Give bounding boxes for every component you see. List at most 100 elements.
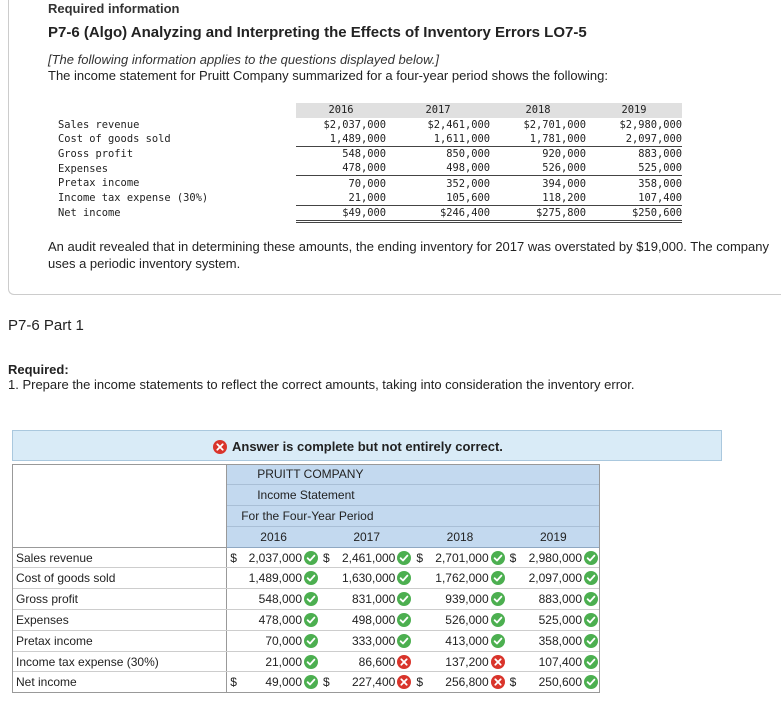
table-row: Cost of goods sold 1,489,000 1,611,000 1… [58,132,682,148]
row-label: Income tax expense (30%) [58,191,209,204]
answer-value: 107,400 [538,654,582,669]
check-circle-icon [304,571,319,586]
row-label: Income tax expense (30%) [12,651,228,673]
year-header-row: 2016 2017 2018 2019 [58,103,682,118]
table-row: Expenses 478,000 498,000 526,000 525,000 [58,161,682,177]
answer-cell[interactable]: $227,400 [320,671,414,694]
answer-cell[interactable]: 413,000 [413,630,507,652]
part-title: P7-6 Part 1 [8,317,84,334]
answer-cell[interactable]: $256,800 [413,671,507,694]
answer-cell[interactable]: 883,000 [506,588,600,611]
answer-value: 413,000 [445,633,489,648]
check-circle-icon [584,675,598,690]
row-label: Cost of goods sold [58,133,171,146]
check-circle-icon [490,550,505,565]
x-circle-icon [397,654,412,669]
answer-cell[interactable]: 137,200 [413,651,507,673]
dollar-sign: $ [230,675,237,690]
answer-cell[interactable]: 1,630,000 [320,567,414,590]
row-label: Cost of goods sold [12,567,228,590]
answer-cell[interactable]: 525,000 [506,609,600,631]
answer-cell[interactable]: 86,600 [320,651,414,673]
row-label: Expenses [12,609,228,631]
cell-value: 1,489,000 [296,132,386,148]
answer-value: 939,000 [445,592,489,607]
original-income-statement: 2016 2017 2018 2019 Sales revenue $2,037… [58,103,682,223]
year-header: 2018 [490,103,586,118]
period-row: For the Four-Year Period [12,505,600,527]
answer-cell[interactable]: 526,000 [413,609,507,631]
answer-value: 137,200 [445,654,489,669]
x-circle-icon [490,654,505,669]
answer-value: 256,800 [445,675,489,690]
intro-text: The income statement for Pruitt Company … [48,68,608,83]
cell-value: 525,000 [586,161,682,177]
table-row: Income tax expense (30%) 21,000 86,600 137,… [12,651,600,673]
row-label: Sales revenue [12,547,228,569]
cell-value: $49,000 [296,205,386,223]
check-circle-icon [397,612,412,627]
check-circle-icon [490,592,505,607]
answer-cell[interactable]: 333,000 [320,630,414,652]
cell-value: 105,600 [386,190,490,206]
table-row: Gross profit 548,000 831,000 939,000 883,000 [12,588,600,611]
cell-value: $2,701,000 [523,118,586,131]
company-name: PRUITT COMPANY [226,464,600,486]
statement-name: Income Statement [226,484,600,507]
year-header: 2017 [386,103,490,118]
answer-cell[interactable]: 1,489,000 [226,567,321,590]
year-header: 2016 [296,103,386,118]
cell-value: $2,461,000 [427,118,490,131]
answer-cell[interactable]: $250,600 [506,671,600,694]
answer-value: 333,000 [351,633,396,648]
company-row: PRUITT COMPANY [12,464,600,486]
cell-value: 394,000 [542,177,586,190]
answer-cell[interactable]: 831,000 [320,588,414,611]
answer-value: 478,000 [258,612,303,627]
answer-cell[interactable]: $2,980,000 [506,547,600,569]
period-label: For the Four-Year Period [226,505,600,527]
dollar-sign: $ [509,675,517,690]
answer-cell[interactable]: 939,000 [413,588,507,611]
check-circle-icon [490,612,505,627]
check-circle-icon [397,592,412,607]
answer-cell[interactable]: 478,000 [226,609,321,631]
answer-cell[interactable]: $2,701,000 [413,547,507,569]
table-row: Gross profit 548,000 850,000 920,000 883… [58,147,682,162]
answer-value: 2,980,000 [528,550,582,565]
answer-cell[interactable]: $49,000 [226,671,321,694]
answer-cell[interactable]: 548,000 [226,588,321,611]
answer-cell[interactable]: 1,762,000 [413,567,507,590]
cell-value: 352,000 [446,177,490,190]
cell-value: $250,600 [586,205,682,223]
dollar-sign: $ [416,675,424,690]
answer-cell[interactable]: $2,461,000 [320,547,414,569]
table-row: Expenses 478,000 498,000 526,000 525,000 [12,609,600,631]
x-circle-icon [490,675,505,690]
check-circle-icon [584,592,598,607]
answer-value: 525,000 [538,612,582,627]
cell-value: 478,000 [296,161,386,177]
answer-value: 498,000 [351,612,396,627]
row-label: Gross profit [58,148,134,161]
answer-cell[interactable]: 2,097,000 [506,567,600,590]
answer-value: 1,630,000 [341,571,396,586]
answer-cell[interactable]: 21,000 [226,651,321,673]
answer-cell[interactable]: 70,000 [226,630,321,652]
dollar-sign: $ [230,550,237,565]
answer-cell[interactable]: 107,400 [506,651,600,673]
cell-value: 1,781,000 [490,132,586,148]
cell-value: $246,400 [386,205,490,223]
table-row: Net income $49,000 $227,400 $256,800 $250,60… [12,671,600,694]
answer-cell[interactable]: 498,000 [320,609,414,631]
required-label: Required: [8,362,69,377]
dollar-sign: $ [509,550,517,565]
answer-value: 1,762,000 [435,571,489,586]
answer-cell[interactable]: 358,000 [506,630,600,652]
check-circle-icon [304,612,319,627]
table-row: Net income $49,000 $246,400 $275,800 $25… [58,205,682,223]
answer-value: 21,000 [265,654,303,669]
x-circle-icon [397,675,412,690]
answer-cell[interactable]: $2,037,000 [226,547,321,569]
answer-value: 2,701,000 [435,550,489,565]
